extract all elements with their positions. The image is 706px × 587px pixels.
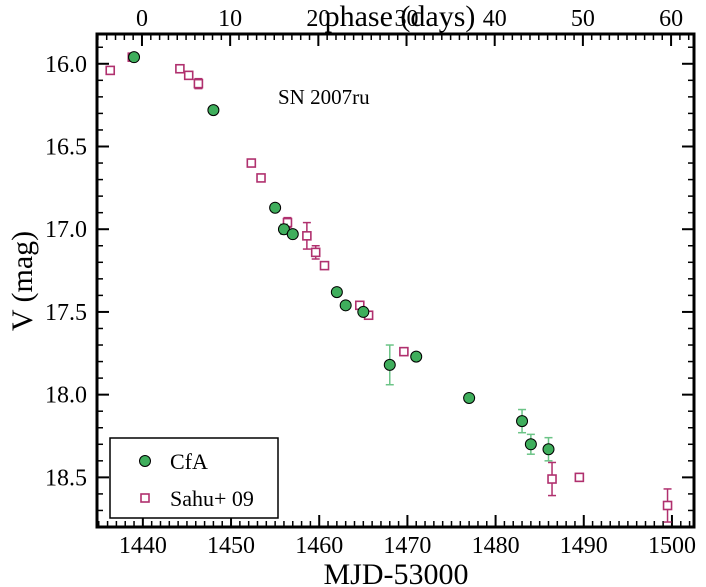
data-series	[105, 51, 673, 523]
cfa-data-point	[410, 350, 423, 363]
y-tick-label: 18.0	[45, 383, 87, 409]
cfa-data-point	[463, 391, 476, 404]
cfa-data-point	[524, 438, 537, 451]
cfa-data-point	[207, 104, 220, 117]
cfa-data-point	[516, 415, 529, 428]
phase-tick-label: 50	[571, 6, 595, 32]
y-tick-label: 17.5	[45, 300, 87, 326]
phase-tick-label: 0	[136, 6, 148, 32]
phase-tick-label: 40	[483, 6, 507, 32]
x-tick-label: 1440	[119, 533, 167, 559]
cfa-data-point	[128, 51, 141, 64]
sahu-data-point	[574, 472, 585, 483]
sahu-data-point	[662, 500, 673, 511]
legend-label-sahu: Sahu+ 09	[170, 486, 254, 511]
x-tick-label: 1490	[560, 533, 608, 559]
y-tick-label: 16.0	[45, 52, 87, 78]
sahu-data-point	[175, 63, 185, 74]
cfa-data-point	[286, 228, 299, 241]
legend-marker-sahu	[140, 493, 150, 503]
phase-tick-label: 10	[218, 6, 242, 32]
sahu-data-point	[105, 65, 116, 76]
cfa-data-point	[357, 305, 370, 318]
phase-axis-title: phase (days)	[325, 0, 476, 33]
y-tick-label: 18.5	[45, 465, 87, 491]
cfa-data-point	[330, 286, 343, 299]
x-tick-label: 1470	[383, 533, 431, 559]
cfa-data-point	[383, 358, 396, 371]
sahu-data-point	[310, 247, 321, 258]
y-tick-label: 16.5	[45, 134, 87, 160]
phase-tick-label: 30	[395, 6, 419, 32]
sahu-data-point	[183, 70, 194, 81]
x-tick-label: 1450	[207, 533, 255, 559]
sahu-data-point	[256, 173, 266, 183]
legend-box	[109, 437, 279, 519]
mjd-axis-title: MJD-53000	[323, 558, 468, 587]
cfa-data-point	[269, 201, 282, 214]
supernova-name-annotation: SN 2007ru	[278, 85, 370, 109]
x-tick-label: 1480	[472, 533, 520, 559]
cfa-data-point	[542, 443, 555, 456]
sahu-data-point	[399, 346, 409, 357]
sahu-data-point	[246, 158, 257, 168]
y-tick-label: 17.0	[45, 217, 87, 243]
phase-tick-label: 20	[306, 6, 330, 32]
sahu-data-point	[302, 231, 312, 241]
tick-labels: 1440 1450 1460 1470 1480 1490 1500 0 10 20 30 40 50 6…	[45, 6, 696, 559]
legend-marker-cfa	[139, 455, 151, 467]
x-tick-label: 1500	[648, 533, 696, 559]
sahu-data-point	[547, 474, 557, 484]
x-tick-label: 1460	[295, 533, 343, 559]
phase-tick-label: 60	[659, 6, 683, 32]
magnitude-axis-title: V (mag)	[6, 231, 39, 331]
plot-frame	[95, 32, 696, 529]
cfa-data-point	[339, 299, 352, 312]
sahu-data-point	[319, 260, 330, 271]
sahu-data-point	[193, 78, 204, 89]
legend-label-cfa: CfA	[170, 449, 208, 474]
legend: CfA Sahu+ 09	[109, 437, 279, 519]
